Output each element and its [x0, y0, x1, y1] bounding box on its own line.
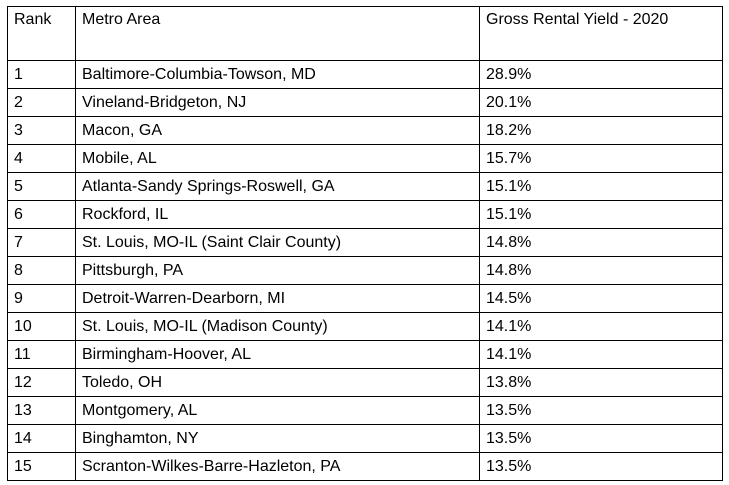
header-row: Rank Metro Area Gross Rental Yield - 202… — [7, 6, 723, 61]
yield-cell: 15.7% — [479, 144, 723, 173]
table-header: Rank Metro Area Gross Rental Yield - 202… — [7, 6, 723, 61]
rank-cell: 13 — [7, 396, 76, 425]
rank-cell: 1 — [7, 60, 76, 89]
table-row: 15 Scranton-Wilkes-Barre-Hazleton, PA 13.5… — [7, 452, 723, 481]
table-row: 13 Montgomery, AL 13.5% — [7, 396, 723, 425]
yield-cell: 20.1% — [479, 88, 723, 117]
table-row: 8 Pittsburgh, PA 14.8% — [7, 256, 723, 285]
rank-cell: 15 — [7, 452, 76, 481]
table-row: 11 Birmingham-Hoover, AL 14.1% — [7, 340, 723, 369]
rank-cell: 11 — [7, 340, 76, 369]
metro-cell: Binghamton, NY — [75, 424, 480, 453]
yield-cell: 13.5% — [479, 452, 723, 481]
metro-cell: Pittsburgh, PA — [75, 256, 480, 285]
metro-cell: Birmingham-Hoover, AL — [75, 340, 480, 369]
yield-cell: 14.5% — [479, 284, 723, 313]
metro-cell: Toledo, OH — [75, 368, 480, 397]
rank-cell: 12 — [7, 368, 76, 397]
table-row: 14 Binghamton, NY 13.5% — [7, 424, 723, 453]
rank-cell: 5 — [7, 172, 76, 201]
yield-cell: 28.9% — [479, 60, 723, 89]
yield-cell: 14.8% — [479, 228, 723, 257]
yield-column-header: Gross Rental Yield - 2020 — [479, 6, 723, 61]
table-body: 1 Baltimore-Columbia-Towson, MD 28.9% 2 Vine… — [7, 60, 723, 481]
table-row: 2 Vineland-Bridgeton, NJ 20.1% — [7, 88, 723, 117]
table-row: 12 Toledo, OH 13.8% — [7, 368, 723, 397]
metro-cell: Detroit-Warren-Dearborn, MI — [75, 284, 480, 313]
metro-cell: St. Louis, MO-IL (Saint Clair County) — [75, 228, 480, 257]
yield-cell: 14.8% — [479, 256, 723, 285]
rank-column-header: Rank — [7, 6, 76, 61]
rank-cell: 6 — [7, 200, 76, 229]
metro-cell: St. Louis, MO-IL (Madison County) — [75, 312, 480, 341]
metro-cell: Montgomery, AL — [75, 396, 480, 425]
yield-cell: 13.8% — [479, 368, 723, 397]
rental-yield-table: Rank Metro Area Gross Rental Yield - 202… — [7, 6, 723, 481]
yield-cell: 14.1% — [479, 312, 723, 341]
yield-cell: 13.5% — [479, 424, 723, 453]
metro-cell: Scranton-Wilkes-Barre-Hazleton, PA — [75, 452, 480, 481]
rank-cell: 9 — [7, 284, 76, 313]
metro-cell: Vineland-Bridgeton, NJ — [75, 88, 480, 117]
table-row: 5 Atlanta-Sandy Springs-Roswell, GA 15.1% — [7, 172, 723, 201]
yield-cell: 18.2% — [479, 116, 723, 145]
table-row: 7 St. Louis, MO-IL (Saint Clair County) 14… — [7, 228, 723, 257]
table-row: 3 Macon, GA 18.2% — [7, 116, 723, 145]
metro-cell: Baltimore-Columbia-Towson, MD — [75, 60, 480, 89]
rank-cell: 3 — [7, 116, 76, 145]
table-row: 1 Baltimore-Columbia-Towson, MD 28.9% — [7, 60, 723, 89]
table-row: 10 St. Louis, MO-IL (Madison County) 14.1% — [7, 312, 723, 341]
metro-cell: Mobile, AL — [75, 144, 480, 173]
metro-cell: Macon, GA — [75, 116, 480, 145]
metro-cell: Atlanta-Sandy Springs-Roswell, GA — [75, 172, 480, 201]
yield-cell: 15.1% — [479, 200, 723, 229]
table-container: Rank Metro Area Gross Rental Yield - 202… — [7, 6, 723, 481]
metro-cell: Rockford, IL — [75, 200, 480, 229]
rank-cell: 8 — [7, 256, 76, 285]
metro-column-header: Metro Area — [75, 6, 480, 61]
rank-cell: 10 — [7, 312, 76, 341]
table-row: 9 Detroit-Warren-Dearborn, MI 14.5% — [7, 284, 723, 313]
rank-cell: 2 — [7, 88, 76, 117]
yield-cell: 13.5% — [479, 396, 723, 425]
rank-cell: 14 — [7, 424, 76, 453]
table-row: 6 Rockford, IL 15.1% — [7, 200, 723, 229]
yield-cell: 14.1% — [479, 340, 723, 369]
yield-cell: 15.1% — [479, 172, 723, 201]
table-row: 4 Mobile, AL 15.7% — [7, 144, 723, 173]
rank-cell: 4 — [7, 144, 76, 173]
rank-cell: 7 — [7, 228, 76, 257]
